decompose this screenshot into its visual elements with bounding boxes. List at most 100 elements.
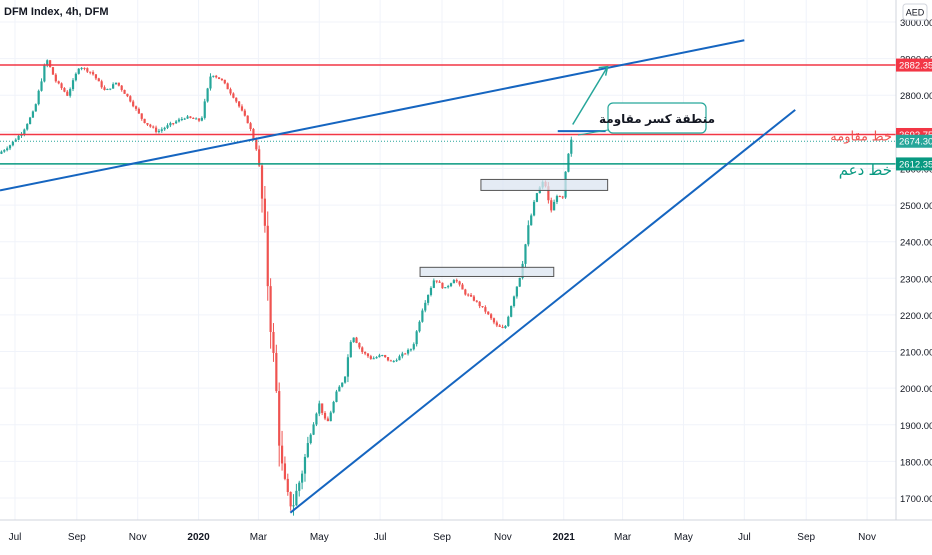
candle-body [550, 200, 553, 211]
candle-body [8, 145, 12, 149]
candle-body [0, 151, 3, 154]
candle-body [129, 96, 132, 102]
candle-body [369, 356, 372, 359]
candle-body [475, 300, 478, 302]
candle-body [309, 434, 312, 444]
candle-body [143, 118, 146, 124]
y-tick-label: 2200.00 [900, 311, 932, 322]
candle-body [361, 347, 364, 353]
candle-body [49, 60, 52, 68]
x-tick-label: Nov [858, 532, 876, 543]
candle-body [229, 89, 232, 94]
candle-body [226, 83, 229, 90]
candle-body [444, 287, 447, 289]
candle-body [195, 118, 198, 120]
candle-body [23, 129, 26, 135]
price-tag-resistance [896, 58, 932, 72]
candle-body [512, 296, 516, 307]
breakout-arrow-head [598, 65, 609, 76]
x-tick-label: Nov [129, 532, 147, 543]
candle-body [321, 403, 324, 413]
candle-body [447, 286, 450, 288]
annotations: منطقة كسر مقاومة خط مقاومة خط دعم [557, 65, 892, 179]
y-tick-label: 1700.00 [900, 494, 932, 505]
candle-body [449, 283, 453, 287]
candle-body [349, 342, 352, 358]
candle-body [412, 344, 415, 350]
candle-body [263, 198, 266, 226]
candle-body [366, 353, 370, 357]
resistance-zone-2 [480, 178, 609, 191]
candle-body [401, 353, 404, 357]
candle-body [481, 306, 484, 308]
candle-body [295, 490, 298, 506]
candle-body [94, 74, 98, 79]
candle-body [117, 82, 120, 86]
candle-body [109, 88, 112, 90]
candle-body [364, 352, 367, 354]
breakout-arrow [572, 66, 609, 125]
candle-body [175, 121, 178, 124]
candle-body [97, 78, 100, 82]
x-tick-label: 2020 [187, 532, 210, 543]
currency-badge-label: AED [906, 8, 925, 18]
candle-body [303, 456, 307, 474]
candle-body [427, 294, 430, 303]
y-tick-label: 2100.00 [900, 348, 932, 359]
candle-body [74, 73, 77, 81]
candle-body [306, 443, 309, 457]
x-tick-label: Sep [797, 532, 815, 543]
candle-body [255, 139, 258, 150]
candle-body [166, 125, 169, 128]
candle-body [429, 287, 433, 295]
candle-body [280, 445, 284, 464]
candle-body [312, 424, 315, 435]
x-tick-label: Sep [68, 532, 86, 543]
candle-body [63, 88, 66, 92]
price-tag-last_price [896, 134, 932, 148]
candle-body [246, 115, 249, 124]
candle-body [146, 123, 149, 125]
candle-body [149, 124, 152, 127]
candle-body [343, 376, 347, 383]
candle-body [197, 118, 201, 121]
candle-body [355, 337, 358, 343]
candle-body [415, 331, 418, 345]
y-tick-label: 2400.00 [900, 238, 932, 249]
candle-body [461, 284, 464, 290]
candle-body [458, 281, 461, 285]
candle-body [11, 141, 14, 146]
candle-body [100, 81, 103, 88]
candle-body [558, 196, 561, 198]
candle-body [269, 286, 272, 332]
candle-body [83, 67, 86, 69]
candle-body [567, 153, 570, 172]
x-tick-label: Nov [494, 532, 512, 543]
candle-body [527, 225, 530, 245]
y-tick-label: 2300.00 [900, 274, 932, 285]
x-tick-label: 2021 [553, 532, 576, 543]
candle-body [189, 116, 192, 118]
candle-body [66, 91, 69, 96]
candle-body [43, 65, 46, 82]
candle-body [46, 60, 49, 66]
candle-body [381, 355, 384, 357]
candle-body [535, 193, 539, 202]
candle-body [152, 126, 155, 128]
candle-body [17, 135, 20, 140]
candle-body [114, 82, 118, 85]
candle-body [140, 113, 143, 119]
candle-body [346, 357, 350, 377]
candle-body [238, 101, 241, 107]
candle-body [424, 302, 427, 311]
candle-body [223, 79, 226, 84]
y-tick-label: 2500.00 [900, 201, 932, 212]
candle-body [186, 116, 189, 119]
y-tick-label: 1800.00 [900, 457, 932, 468]
x-tick-label: Sep [433, 532, 451, 543]
candle-body [80, 67, 83, 69]
candle-body [154, 127, 158, 132]
candle-body [498, 325, 501, 327]
